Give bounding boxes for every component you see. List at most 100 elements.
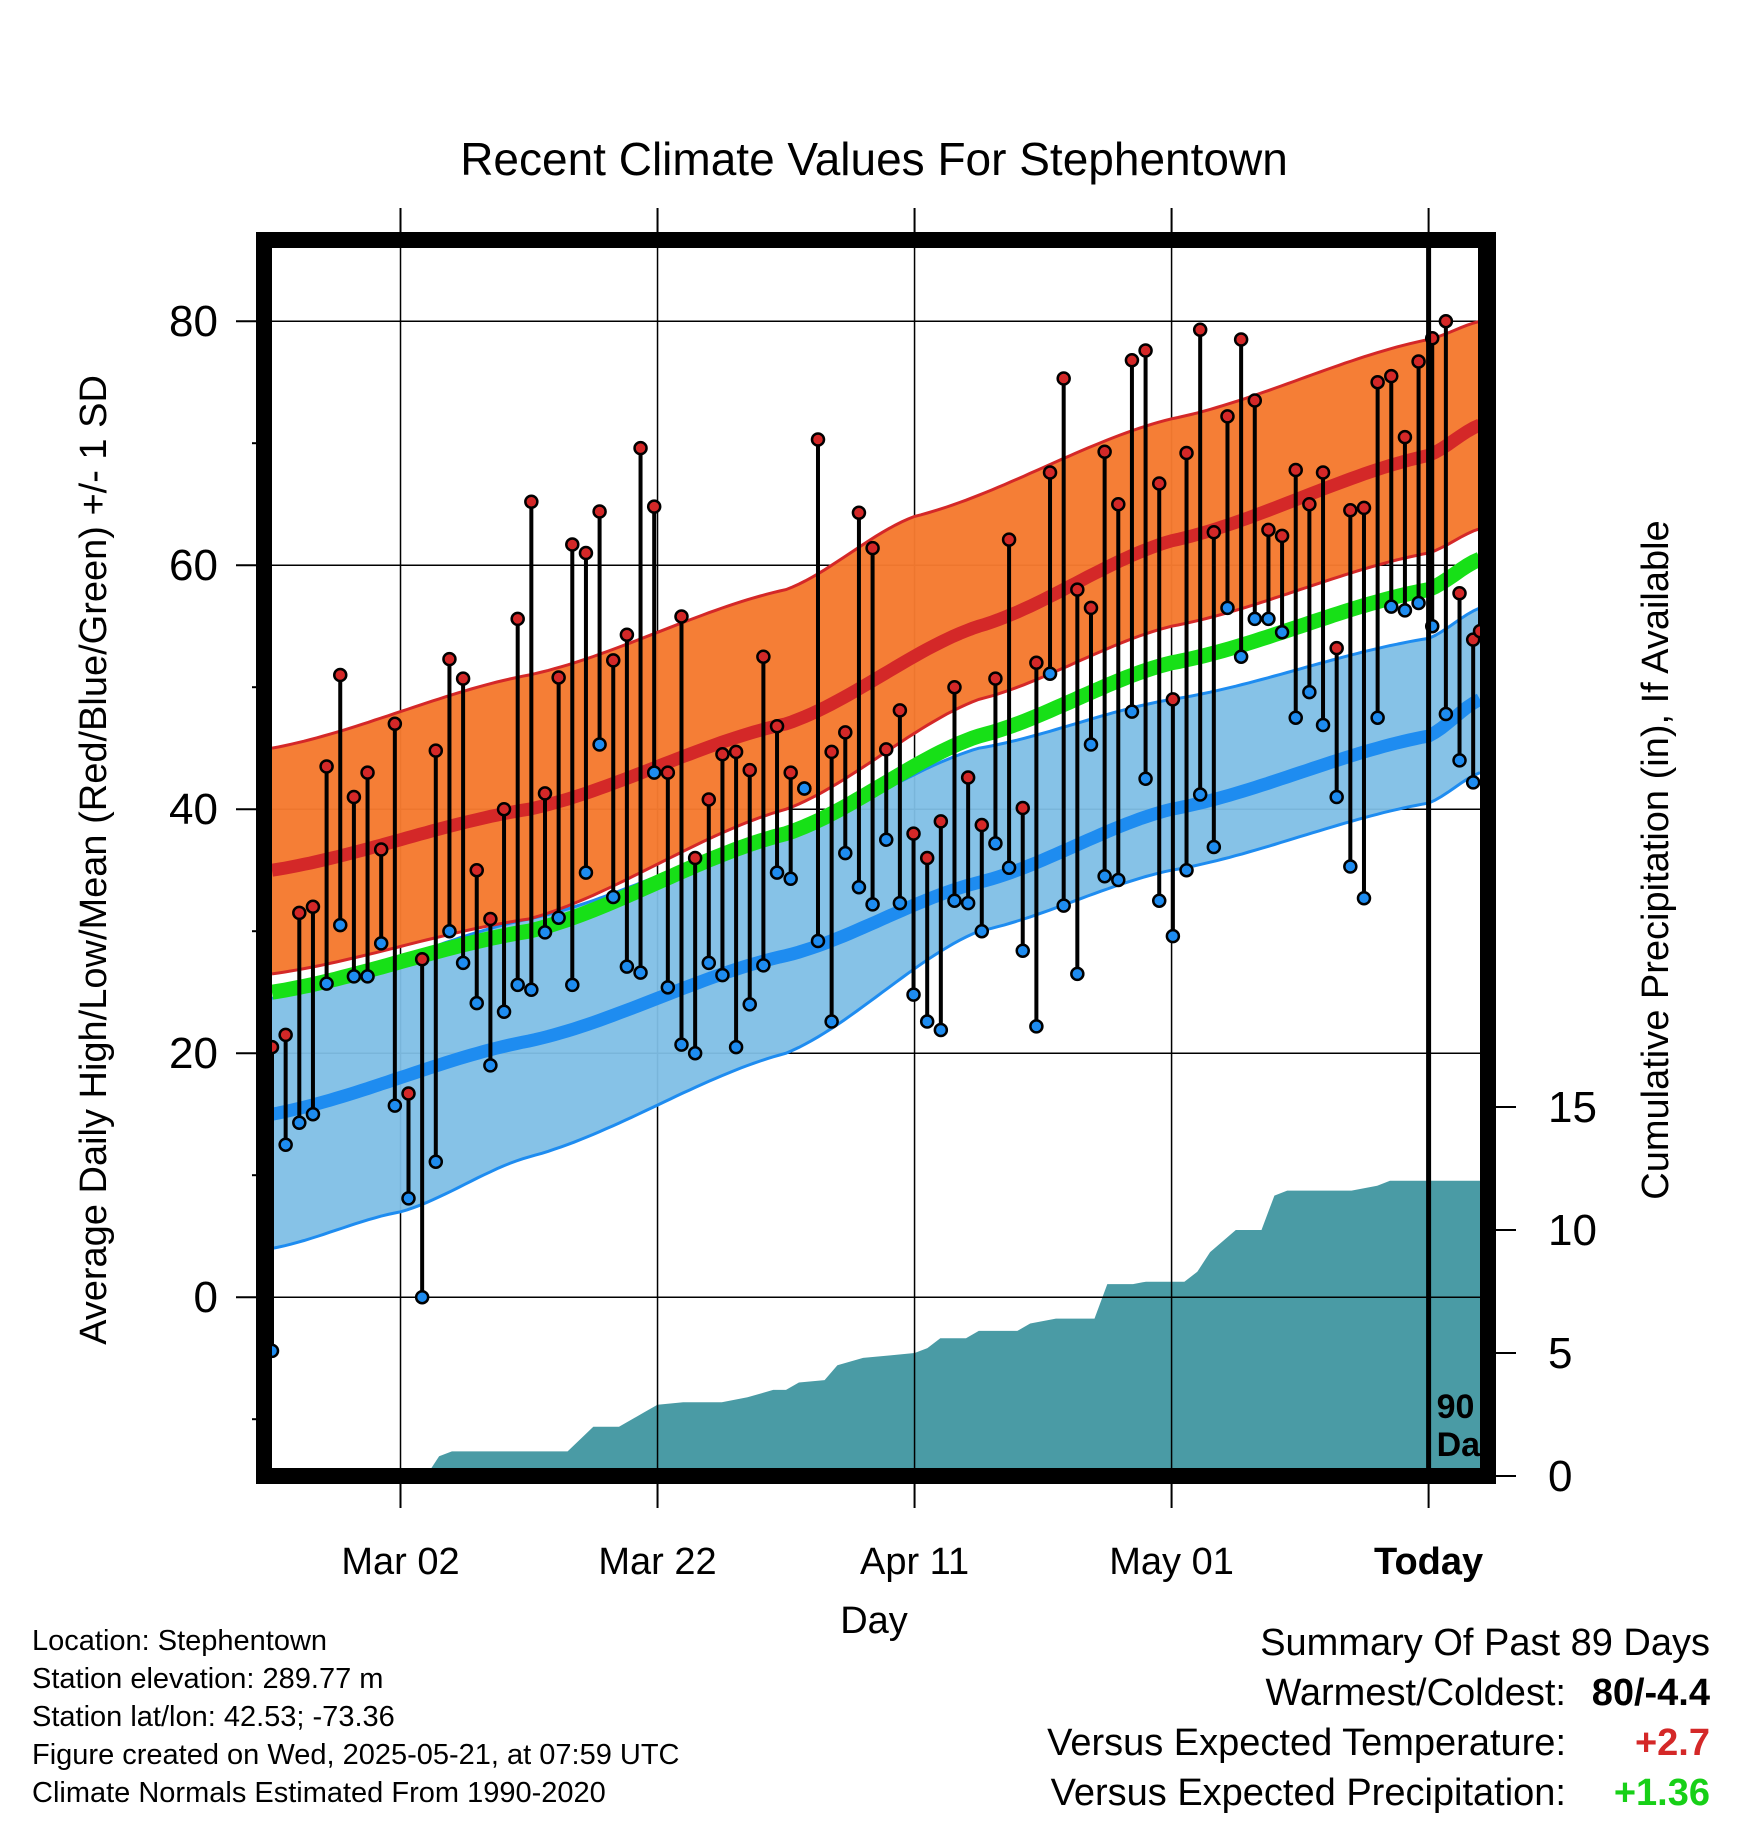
observed-low-point bbox=[1438, 706, 1454, 722]
observed-high-point bbox=[1083, 600, 1099, 616]
observed-low-point bbox=[810, 933, 826, 949]
observed-low-point bbox=[1056, 898, 1071, 913]
observed-high-point bbox=[742, 762, 757, 778]
observed-low-point bbox=[1397, 603, 1413, 618]
observed-high-point bbox=[524, 494, 539, 510]
observed-low-point bbox=[1474, 0, 1486, 6]
observed-high-point bbox=[1261, 522, 1276, 538]
observed-low-point bbox=[1315, 717, 1331, 733]
normal-high-upper-line bbox=[272, 319, 1480, 750]
observed-low-point bbox=[687, 1045, 703, 1061]
observed-high-point bbox=[401, 1086, 416, 1101]
observed-low-point bbox=[496, 1004, 512, 1019]
elevation-text: Station elevation: 289.77 m bbox=[32, 1663, 384, 1695]
observed-low-point bbox=[1042, 666, 1058, 682]
observed-low-point bbox=[838, 845, 853, 861]
observed-high-point bbox=[1029, 655, 1044, 671]
observed-low-point bbox=[1001, 860, 1017, 876]
observed-low-point bbox=[469, 995, 484, 1011]
observed-low-point bbox=[319, 976, 334, 991]
observed-high-point bbox=[974, 817, 990, 833]
observed-high-point bbox=[1384, 368, 1399, 384]
observed-low-point bbox=[1233, 649, 1249, 664]
observed-high-point bbox=[496, 801, 512, 817]
observed-high-point bbox=[428, 743, 444, 758]
observed-high-point bbox=[851, 505, 867, 520]
observed-low-point bbox=[947, 893, 962, 908]
observed-low-point bbox=[797, 781, 812, 796]
observed-low-point bbox=[1097, 869, 1112, 884]
observed-low-point bbox=[605, 889, 621, 905]
observed-low-point bbox=[387, 1098, 403, 1113]
station-info: Location: Stephentown Station elevation:… bbox=[32, 1622, 680, 1812]
y2-tick-label: 10 bbox=[1548, 1206, 1597, 1255]
observed-high-point bbox=[660, 765, 676, 780]
observed-low-point bbox=[851, 880, 867, 895]
observed-low-point bbox=[1165, 928, 1181, 944]
observed-low-point bbox=[660, 980, 676, 995]
observed-high-point bbox=[1124, 352, 1140, 368]
x-tick-label: Mar 22 bbox=[598, 1541, 716, 1583]
observed-low-point bbox=[1192, 787, 1208, 802]
observed-low-point bbox=[510, 977, 525, 993]
observed-low-point bbox=[906, 987, 921, 1002]
observed-high-point bbox=[865, 540, 880, 556]
y2-axis-label: Cumulative Precipitation (in), If Availa… bbox=[1635, 520, 1677, 1199]
observed-low-point bbox=[1220, 600, 1235, 616]
observed-low-point bbox=[960, 895, 976, 911]
observed-low-point bbox=[272, 1343, 280, 1359]
observed-low-point bbox=[1247, 611, 1263, 627]
observed-high-point bbox=[592, 504, 607, 519]
observed-high-point bbox=[1192, 322, 1208, 337]
observed-low-point bbox=[1452, 753, 1467, 768]
observed-high-point bbox=[537, 786, 553, 801]
y-tick-label: 60 bbox=[169, 541, 218, 590]
observed-high-point bbox=[1111, 496, 1126, 512]
observed-high-point bbox=[1179, 445, 1194, 461]
observed-low-point bbox=[373, 936, 389, 951]
observed-high-point bbox=[272, 1039, 280, 1055]
observed-high-point bbox=[619, 627, 635, 642]
observed-high-point bbox=[1247, 393, 1263, 408]
x-tick-label: Today bbox=[1374, 1541, 1483, 1583]
observed-low-point bbox=[728, 1039, 744, 1055]
observed-low-point bbox=[578, 865, 594, 880]
observed-low-point bbox=[1070, 966, 1085, 982]
observed-high-point bbox=[1233, 332, 1249, 347]
normal-low-mean-line bbox=[272, 693, 1480, 1121]
observed-low-point bbox=[1124, 704, 1140, 719]
observed-low-point bbox=[551, 910, 566, 926]
observed-low-point bbox=[756, 958, 771, 973]
observed-low-point bbox=[1015, 943, 1030, 958]
x-axis-ticks: Mar 02 Mar 22 Apr 11 May 01 Today bbox=[341, 208, 1483, 1583]
observed-high-point bbox=[1206, 525, 1222, 540]
observed-low-point bbox=[974, 923, 990, 939]
observed-high-point bbox=[605, 653, 621, 668]
observed-low-point bbox=[346, 969, 362, 984]
x-tick-label: Apr 11 bbox=[860, 1541, 969, 1583]
observed-high-point bbox=[1070, 582, 1085, 597]
observed-high-point bbox=[346, 789, 362, 805]
observed-high-point bbox=[387, 716, 403, 732]
x-tick-label: May 01 bbox=[1109, 1541, 1234, 1583]
observed-high-point bbox=[510, 611, 525, 627]
observed-high-point bbox=[551, 670, 566, 685]
observed-low-point bbox=[332, 917, 348, 933]
observed-high-point bbox=[1302, 496, 1317, 512]
plot-frame bbox=[256, 232, 1496, 1484]
observed-high-point bbox=[687, 850, 703, 866]
observed-low-point bbox=[769, 865, 785, 880]
observed-high-point bbox=[455, 671, 471, 686]
observed-high-point bbox=[824, 744, 839, 760]
observed-low-point bbox=[619, 959, 635, 974]
observed-low-point bbox=[483, 1058, 498, 1073]
observed-high-point bbox=[1274, 528, 1290, 544]
observed-low-point bbox=[592, 737, 607, 752]
observed-high-point bbox=[892, 703, 908, 718]
observed-low-point bbox=[988, 836, 1003, 851]
observed-low-point bbox=[701, 955, 717, 971]
observed-high-point bbox=[646, 499, 662, 514]
observed-low-point bbox=[1138, 771, 1153, 786]
